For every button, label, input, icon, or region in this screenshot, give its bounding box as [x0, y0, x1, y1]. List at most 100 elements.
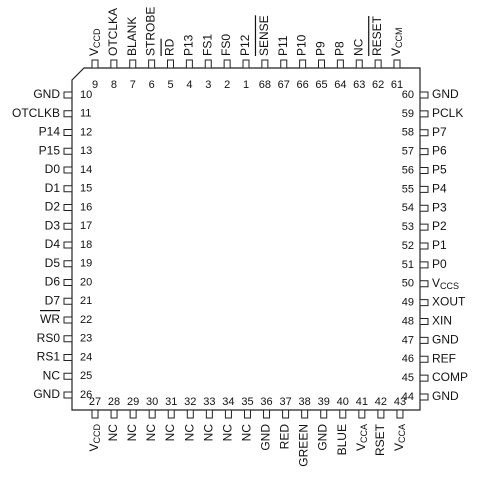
- pin-label: NC: [125, 424, 139, 442]
- pin-number: 21: [80, 295, 92, 307]
- pin: [301, 409, 309, 419]
- pin-label: D1: [45, 181, 61, 195]
- pin-number: 8: [111, 79, 117, 91]
- pin: [419, 167, 429, 174]
- pin-label: RESET: [370, 15, 384, 56]
- pin: [396, 409, 404, 419]
- pin-name: STROBE: [144, 7, 158, 56]
- pin: [167, 59, 174, 69]
- pin: [419, 261, 429, 269]
- pin-name-subscript: CCD: [92, 424, 102, 444]
- pin: [63, 391, 73, 399]
- pin-name: V: [392, 443, 406, 451]
- pin-label: P8: [333, 41, 347, 56]
- pin-name: XIN: [432, 314, 452, 328]
- pin-label: VCCA: [354, 424, 369, 451]
- pin: [185, 59, 193, 69]
- pin-name: P0: [432, 257, 447, 271]
- pin-name: BLUE: [335, 424, 349, 455]
- pin-label: P1: [432, 238, 447, 252]
- pin-number: 14: [80, 164, 92, 176]
- pin-label: P14: [39, 125, 61, 139]
- pin-label: RSET: [373, 423, 387, 456]
- pin-label: NC: [163, 424, 177, 442]
- pin-name: XOUT: [432, 295, 466, 309]
- pin: [63, 166, 73, 174]
- pin-name: P9: [314, 41, 328, 56]
- pin-label: P9: [314, 41, 328, 56]
- pin-name: GND: [432, 87, 459, 101]
- pin-number: 1: [243, 79, 249, 91]
- pin-label: OTCLKB: [12, 106, 60, 120]
- pin-label: P4: [432, 182, 447, 196]
- pin-name: D4: [45, 237, 61, 251]
- pin-label: P2: [432, 219, 447, 233]
- pin-number: 9: [92, 79, 98, 91]
- pin-label: BLUE: [335, 424, 349, 455]
- pin-name: RS0: [37, 331, 61, 345]
- pin-number: 32: [184, 396, 196, 408]
- pin: [419, 280, 429, 288]
- pin-number: 36: [260, 396, 272, 408]
- pin-label: VCCA: [392, 424, 407, 451]
- pin-name: NC: [106, 424, 120, 442]
- pin: [419, 185, 429, 193]
- pin: [63, 129, 73, 136]
- pin-number: 60: [402, 89, 414, 101]
- pin-number: 26: [80, 389, 92, 401]
- pin-label: P15: [39, 143, 61, 157]
- pin-number: 11: [80, 108, 91, 120]
- pin-number: 34: [222, 396, 234, 408]
- pin-label: RD: [163, 38, 177, 56]
- pin-name: RED: [278, 424, 292, 450]
- pin-name: GND: [316, 424, 330, 451]
- pin-label: WR: [40, 312, 60, 326]
- pin-label: RS1: [37, 350, 61, 364]
- pin: [63, 222, 73, 230]
- pin-name: V: [87, 48, 101, 56]
- pin: [419, 110, 429, 118]
- pin: [355, 59, 363, 69]
- pin-label: NC: [221, 424, 235, 442]
- pin: [419, 204, 429, 212]
- pin-label: VCCS: [432, 276, 459, 291]
- pin-label: D2: [45, 200, 61, 214]
- pin: [63, 110, 73, 118]
- pin: [205, 409, 213, 419]
- pin-label: GND: [33, 87, 60, 101]
- pin: [148, 59, 156, 69]
- pin-number: 45: [402, 372, 414, 384]
- pin: [263, 409, 271, 419]
- pin-number: 47: [402, 334, 414, 346]
- pin-name: P8: [333, 41, 347, 56]
- pin-name: P13: [182, 34, 196, 56]
- pin-name-subscript: CCA: [397, 424, 407, 443]
- pin-name: V: [354, 443, 368, 451]
- pin-number: 57: [402, 146, 414, 158]
- pin-name: NC: [221, 424, 235, 442]
- pin-label: VCCM: [389, 27, 404, 56]
- pin: [63, 241, 73, 249]
- pin-name: P6: [432, 144, 447, 158]
- pin: [280, 59, 288, 69]
- pin-number: 4: [186, 79, 192, 91]
- pin: [63, 279, 73, 286]
- pin-name: NC: [163, 424, 177, 442]
- pin: [63, 91, 73, 99]
- pin-name: NC: [240, 424, 254, 442]
- pin-number: 12: [80, 126, 92, 138]
- pin-label: COMP: [432, 370, 468, 384]
- pin: [419, 355, 429, 363]
- pin-name-subscript: CCM: [394, 27, 404, 48]
- pin-label: FS1: [200, 34, 214, 56]
- pin-number: 6: [149, 79, 155, 91]
- pin: [419, 299, 429, 307]
- pin-name: P15: [39, 143, 61, 157]
- pin-name: D2: [45, 200, 61, 214]
- pin-label: XIN: [432, 314, 452, 328]
- pin-label: FS0: [219, 34, 233, 56]
- pin-number: 33: [203, 396, 215, 408]
- pin-name: P11: [276, 35, 290, 56]
- chip-body: [71, 67, 421, 411]
